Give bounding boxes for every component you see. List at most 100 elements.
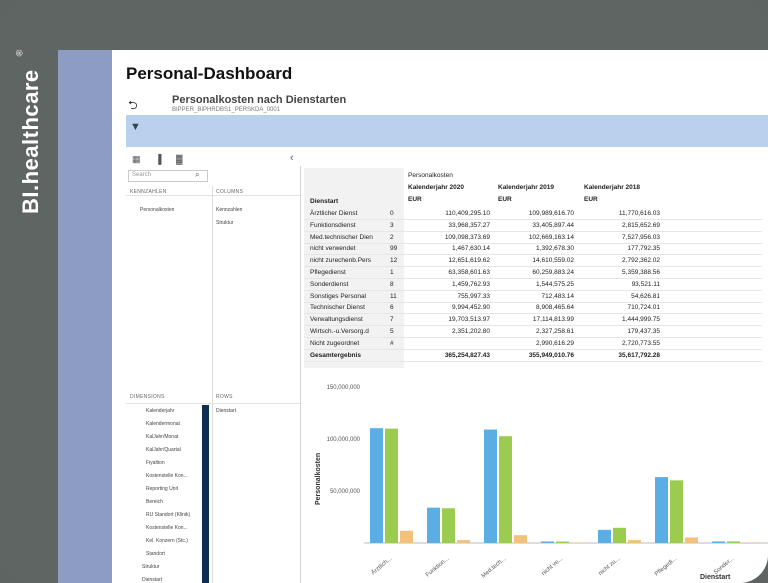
bar (442, 508, 455, 543)
y-tick-label: 50,000,000 (330, 489, 361, 495)
x-tick-label: Med.tech... (481, 556, 508, 580)
bar (514, 535, 527, 543)
list-item[interactable]: KalJahr/Monat (146, 434, 179, 440)
row-code: 6 (390, 304, 394, 312)
row-code: # (390, 339, 394, 347)
row-divider (304, 313, 762, 315)
list-item[interactable]: Reporting Unit (146, 486, 178, 492)
list-item[interactable]: Dienstart (216, 408, 237, 414)
row-code: 1 (390, 269, 394, 276)
table-cell: 1,459,762.93 (452, 280, 490, 288)
bar (598, 529, 611, 543)
table-cell: 179,437.35 (627, 328, 660, 335)
list-item[interactable]: Dienstart (142, 577, 163, 583)
table-cell: 14,610,559.02 (532, 257, 574, 265)
table-cell: 710,724.01 (627, 304, 660, 312)
row-code: 7 (390, 316, 394, 324)
back-arrow-icon[interactable]: ⮌ (128, 98, 138, 112)
row-label[interactable]: Med.technischer Dien (310, 233, 373, 241)
chart-view-icon[interactable]: ▐ (155, 154, 162, 164)
bar-chart: 150,000,000 100,000,000 50,000,000 Personal… (315, 385, 768, 581)
x-tick-label: nicht ve... (541, 556, 565, 577)
list-item[interactable]: Kostenstelle Kon... (146, 525, 188, 531)
list-item[interactable]: KalJahr/Quartal (146, 447, 181, 453)
list-item[interactable]: Kel. Konzern (Stc.) (146, 538, 188, 544)
bar (655, 477, 668, 543)
row-divider (304, 325, 762, 327)
chevron-left-icon[interactable]: ‹ (290, 152, 294, 164)
table-cell: 54,626.81 (631, 292, 660, 300)
row-code: 11 (390, 292, 397, 300)
bar (742, 542, 755, 544)
table-cell: 63,358,601.63 (448, 269, 490, 276)
filter-bar[interactable]: ▼ (126, 115, 768, 147)
bar (556, 541, 569, 543)
table-group-header: Personalkosten (408, 172, 453, 179)
row-label[interactable]: Sonstiges Personal (310, 292, 367, 300)
row-label[interactable]: Nicht zugeordnet (310, 339, 360, 347)
chart-bar-icon[interactable]: ▓ (175, 154, 183, 164)
registered-mark: ® (14, 49, 25, 57)
row-header-column (304, 168, 404, 368)
row-header-title[interactable]: Dienstart (310, 198, 339, 205)
bar (571, 542, 584, 544)
row-divider (304, 348, 762, 350)
dashboard-title: Personal-Dashboard (126, 64, 293, 83)
table-cell: 109,098,373.69 (444, 233, 490, 241)
row-label[interactable]: Technischer Dienst (310, 304, 365, 312)
list-item[interactable]: Struktur (216, 220, 234, 226)
row-label[interactable]: Gesamtergebnis (310, 351, 361, 359)
search-input[interactable]: Search (128, 170, 208, 182)
list-item[interactable]: Kostenstelle Kon... (146, 473, 188, 479)
row-label[interactable]: Pflegedienst (310, 269, 346, 276)
row-code: 0 (390, 210, 394, 217)
table-cell: 17,114,813.99 (532, 316, 574, 324)
search-icon[interactable]: ⌕ (195, 170, 200, 179)
row-label[interactable]: nicht zurechenb.Pers (310, 257, 372, 265)
row-divider (304, 337, 762, 338)
list-item[interactable]: Fiyaltion (146, 460, 165, 466)
table-cell: 755,997.33 (457, 292, 490, 300)
row-label[interactable]: Wirtsch.-u.Versorg.d (310, 328, 369, 335)
table-cell: 93,521.11 (631, 280, 660, 288)
row-divider (304, 360, 762, 362)
row-code: 8 (390, 280, 394, 288)
table-cell: 8,908,465.64 (536, 304, 574, 312)
list-item[interactable]: Kennzahlen (216, 207, 243, 213)
table-cell: 1,444,999.75 (622, 316, 660, 324)
filter-icon[interactable]: ▼ (130, 121, 141, 133)
row-code: 5 (390, 328, 394, 335)
list-item[interactable]: Kalenderjahr (146, 408, 175, 414)
row-label[interactable]: Ärztlicher Dienst (310, 210, 358, 217)
dimensions-header: DIMENSIONS (130, 394, 165, 400)
table-cell: 2,792,362.02 (622, 257, 660, 265)
table-cell: 2,327,258.61 (536, 328, 574, 335)
report-subtitle: BIPPER_BIPHRDBS1_PERSKDA_0001 (172, 107, 281, 113)
x-tick-label: Ärztlich... (370, 555, 394, 576)
divider (126, 403, 300, 404)
table-cell: 355,949,010.76 (528, 351, 574, 359)
row-label[interactable]: Sonderdienst (310, 280, 349, 288)
list-item[interactable]: Standort (146, 551, 165, 557)
divider (300, 166, 301, 583)
table-cell: 60,259,883.24 (532, 269, 574, 276)
bar (685, 537, 698, 543)
y-tick-label: 150,000,000 (327, 385, 361, 391)
column-header[interactable]: Kalenderjahr 2018 (584, 184, 641, 191)
table-cell: 33,968,357.27 (448, 221, 490, 229)
row-label[interactable]: Verwaltungsdienst (310, 316, 363, 324)
bar (484, 429, 497, 543)
list-item[interactable]: Bereich (146, 499, 163, 505)
column-header[interactable]: Kalenderjahr 2020 (408, 184, 465, 191)
list-item[interactable]: Personalkosten (140, 207, 175, 213)
table-cell: 2,351,202.80 (452, 328, 490, 335)
column-header[interactable]: Kalenderjahr 2019 (498, 184, 555, 191)
row-label[interactable]: Funktionsdienst (310, 221, 356, 229)
list-item[interactable]: Kalendermonat (146, 421, 180, 427)
row-label[interactable]: nicht verwendet (310, 245, 356, 253)
list-item[interactable]: Struktur (142, 564, 160, 570)
row-divider (304, 289, 762, 291)
list-item[interactable]: RU Standort (Klinik) (146, 512, 191, 518)
table-view-icon[interactable]: ▦ (132, 154, 141, 164)
table-cell: 7,527,956.03 (622, 233, 660, 241)
